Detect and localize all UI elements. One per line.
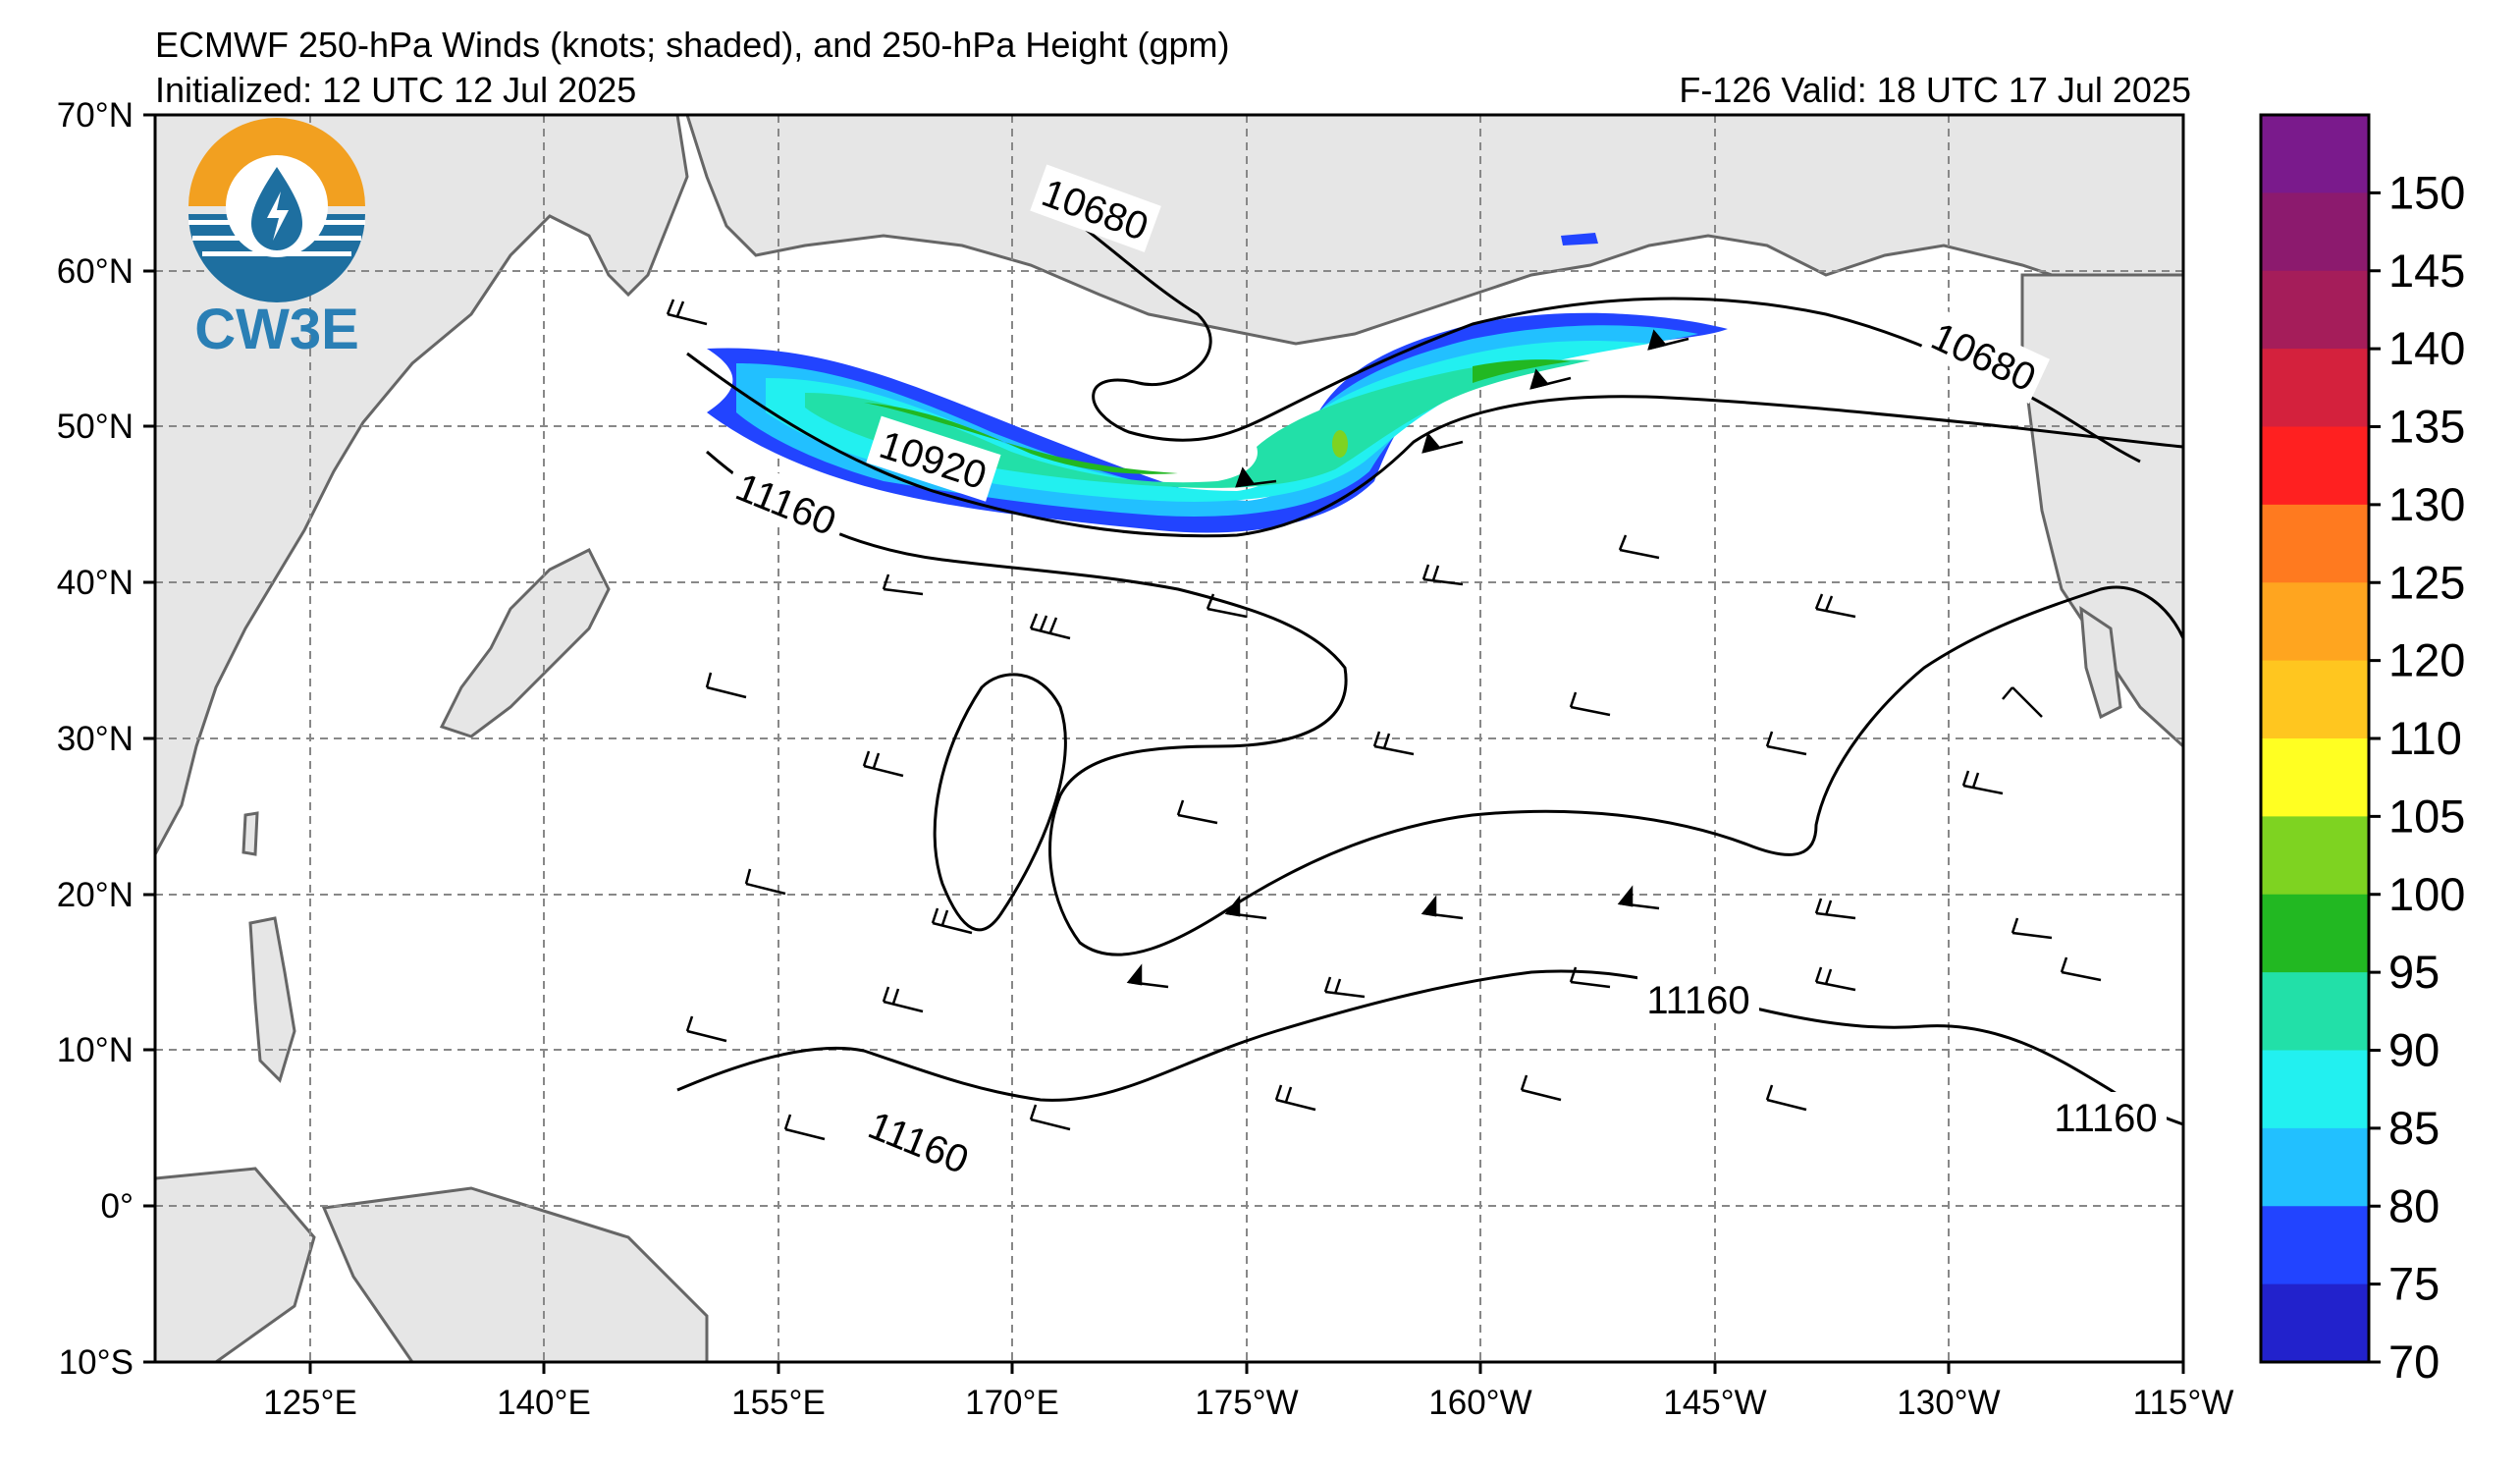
contour-10920 — [686, 352, 2183, 538]
philippines-land — [248, 916, 296, 1083]
lon-label: 175°W — [1195, 1384, 1298, 1422]
lon-label: 130°W — [1897, 1384, 2000, 1422]
lat-label: 10°N — [57, 1031, 134, 1069]
svg-text:11160: 11160 — [2054, 1097, 2157, 1140]
colorbar-label: 75 — [2388, 1258, 2440, 1310]
colorbar-swatch — [2261, 1206, 2369, 1285]
lon-label: 170°E — [965, 1384, 1059, 1422]
colorbar-label: 85 — [2388, 1102, 2440, 1154]
valid-time: F-126 Valid: 18 UTC 17 Jul 2025 — [1679, 70, 2191, 110]
lon-axis: 125°E 140°E 155°E 170°E 175°W 160°W 145°… — [263, 1362, 2233, 1422]
colorbar-swatch — [2261, 115, 2369, 193]
lon-label: 140°E — [497, 1384, 591, 1422]
baja-land — [2079, 606, 2122, 720]
colorbar-label: 105 — [2388, 790, 2465, 842]
lon-label: 160°W — [1428, 1384, 1531, 1422]
colorbar-label: 145 — [2388, 245, 2465, 297]
contour-11160-loop — [933, 673, 1067, 932]
colorbar-label: 150 — [2388, 166, 2465, 218]
lat-axis: 70°N 60°N 50°N 40°N 30°N 20°N 10°N 0° 10… — [57, 96, 155, 1382]
colorbar-swatch — [2261, 972, 2369, 1051]
colorbar-swatch — [2261, 582, 2369, 662]
indonesia-land — [155, 1167, 316, 1362]
japan-land — [439, 547, 611, 738]
map-content: 10680 10680 10920 11160 11160 11160 — [155, 115, 2183, 1362]
lat-label: 20°N — [57, 876, 134, 914]
lat-label: 30°N — [57, 720, 134, 758]
lat-label: 50°N — [57, 408, 134, 446]
colorbar-swatch — [2261, 1127, 2369, 1207]
colorbar-swatch — [2261, 1050, 2369, 1129]
colorbar-swatch — [2261, 270, 2369, 350]
colorbar-swatch — [2261, 1283, 2369, 1363]
lon-label: 145°W — [1663, 1384, 1766, 1422]
colorbar-swatch — [2261, 894, 2369, 973]
colorbar-swatch — [2261, 426, 2369, 506]
colorbar-label: 110 — [2388, 712, 2462, 764]
new-guinea-land — [321, 1186, 709, 1362]
lat-label: 10°S — [59, 1343, 134, 1382]
lat-label: 0° — [101, 1187, 134, 1226]
lat-label: 60°N — [57, 252, 134, 291]
colorbar-ticks: 150 145 140 135 130 125 120 110 105 100 95 90 85 80 75… — [2369, 166, 2465, 1388]
taiwan-land — [241, 811, 259, 856]
contour-11160-north — [706, 450, 2183, 956]
colorbar-label: 70 — [2388, 1336, 2440, 1388]
lat-label: 40°N — [57, 564, 134, 602]
lon-label: 115°W — [2133, 1384, 2234, 1422]
colorbar-swatches — [2261, 115, 2369, 1363]
contour-11160-south — [676, 969, 2183, 1126]
colorbar-label: 140 — [2388, 322, 2465, 374]
map-title: ECMWF 250-hPa Winds (knots; shaded), and… — [155, 25, 1230, 65]
lon-label: 125°E — [263, 1384, 357, 1422]
colorbar-label: 130 — [2388, 478, 2465, 530]
svg-text:11160: 11160 — [1646, 979, 1749, 1022]
colorbar-swatch — [2261, 504, 2369, 583]
height-contours — [676, 194, 2183, 1126]
wind-barbs — [666, 299, 2102, 1141]
colorbar-label: 125 — [2388, 556, 2465, 608]
colorbar-swatch — [2261, 192, 2369, 272]
initialized-time: Initialized: 12 UTC 12 Jul 2025 — [155, 70, 637, 110]
colorbar-swatch — [2261, 738, 2369, 817]
colorbar: 150 145 140 135 130 125 120 110 105 100 95 90 85 80 75… — [2259, 113, 2465, 1388]
contour-label: 11160 — [2045, 1092, 2167, 1141]
colorbar-label: 90 — [2388, 1024, 2440, 1076]
colorbar-swatch — [2261, 816, 2369, 896]
colorbar-label: 95 — [2388, 946, 2440, 998]
lat-label: 70°N — [57, 96, 134, 135]
ocean — [155, 115, 2183, 1362]
contour-label: 11160 — [1637, 974, 1759, 1023]
colorbar-label: 120 — [2388, 634, 2465, 686]
water-drop-lightning-icon — [188, 118, 365, 302]
colorbar-label: 80 — [2388, 1179, 2440, 1231]
colorbar-swatch — [2261, 660, 2369, 739]
colorbar-swatch — [2261, 349, 2369, 427]
lon-label: 155°E — [731, 1384, 826, 1422]
colorbar-label: 135 — [2388, 401, 2465, 453]
cw3e-logo: CW3E — [188, 118, 365, 361]
logo-text: CW3E — [194, 298, 359, 361]
colorbar-label: 100 — [2388, 868, 2465, 920]
